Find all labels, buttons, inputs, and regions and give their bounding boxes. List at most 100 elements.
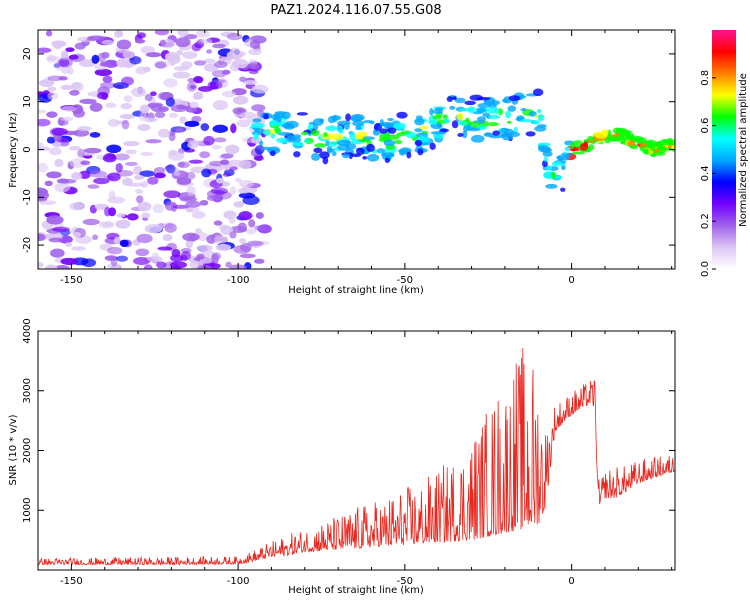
heat-cell-373 <box>110 257 118 267</box>
heat-cell-932 <box>337 143 350 151</box>
heat-cell-421 <box>147 176 159 185</box>
heat-cell-292 <box>144 93 153 102</box>
heat-cell-420 <box>239 111 256 119</box>
heat-cell-436 <box>248 48 262 56</box>
heat-cell-899 <box>503 128 515 136</box>
heat-cell-326 <box>232 95 249 105</box>
heat-cell-290 <box>89 102 103 112</box>
heat-cell-127 <box>197 232 209 242</box>
heat-cell-727 <box>545 183 558 189</box>
heat-cell-926 <box>612 127 621 134</box>
heat-cell-81 <box>246 228 257 235</box>
heat-cell-13 <box>179 196 198 202</box>
heat-cell-409 <box>168 151 185 161</box>
heat-cell-589 <box>439 128 449 133</box>
heat-cell-372 <box>237 187 250 194</box>
heat-cell-311 <box>106 144 122 154</box>
heat-cell-260 <box>164 201 176 211</box>
heat-cell-912 <box>561 153 570 161</box>
heat-cell-435 <box>185 171 196 180</box>
spec-ytick-label-0: -20 <box>22 237 33 253</box>
heat-cell-446 <box>140 151 154 156</box>
heat-cell-34 <box>163 190 181 199</box>
heat-cell-742 <box>536 108 542 114</box>
heat-cell-868 <box>508 95 521 102</box>
heat-cell-924 <box>392 124 404 129</box>
heat-cell-325 <box>107 119 120 127</box>
heat-cell-906 <box>362 155 368 160</box>
heat-cell-898 <box>467 106 476 114</box>
heat-cell-396 <box>79 98 97 104</box>
heat-cell-817 <box>489 100 501 106</box>
heat-cell-392 <box>129 56 142 65</box>
heat-cell-938 <box>626 132 635 139</box>
heat-cell-461 <box>187 141 199 149</box>
heat-cell-866 <box>470 121 480 128</box>
heat-cell-681 <box>452 96 457 101</box>
snr-xtick-label-1: -100 <box>227 576 250 587</box>
colorbar-tick-label-2: 0.4 <box>700 165 711 181</box>
heat-cell-480 <box>71 171 83 181</box>
heat-cell-661 <box>331 151 337 157</box>
heat-cell-139 <box>228 217 236 224</box>
heat-cell-829 <box>629 145 638 150</box>
heat-cell-453 <box>182 232 200 242</box>
heat-cell-496 <box>201 168 212 178</box>
heat-cell-219 <box>101 39 115 45</box>
heat-cell-510 <box>139 111 147 122</box>
heat-cell-804 <box>536 124 547 128</box>
heat-cell-905 <box>550 171 557 179</box>
heat-cell-125 <box>163 78 178 88</box>
heat-cell-511 <box>230 186 237 195</box>
heat-cell-377 <box>194 228 203 234</box>
heat-cell-930 <box>571 151 585 155</box>
heat-cell-902 <box>318 151 330 159</box>
heat-cell-440 <box>239 243 252 252</box>
snr-xtick-label-0: -150 <box>60 576 83 587</box>
heat-cell-253 <box>80 160 91 166</box>
heat-cell-11 <box>126 213 139 221</box>
heat-cell-437 <box>123 141 140 147</box>
heat-cell-468 <box>122 50 136 59</box>
heat-cell-481 <box>51 127 69 136</box>
heat-cell-457 <box>246 240 264 247</box>
heat-cell-386 <box>47 75 64 82</box>
heat-cell-503 <box>38 47 52 53</box>
heat-cell-910 <box>254 128 265 133</box>
heat-cell-458 <box>144 224 163 234</box>
heat-cell-35 <box>233 201 245 208</box>
heat-cell-477 <box>47 92 59 100</box>
heat-cell-354 <box>45 264 58 269</box>
heat-cell-62 <box>140 46 155 55</box>
heat-cell-173 <box>185 207 193 213</box>
heat-cell-921 <box>311 153 321 161</box>
heat-cell-255 <box>69 89 80 96</box>
heat-cell-91 <box>79 59 96 68</box>
heat-cell-411 <box>213 235 229 244</box>
heat-cell-220 <box>136 195 144 204</box>
heat-cell-928 <box>465 117 470 123</box>
heat-cell-464 <box>180 254 188 262</box>
heat-cell-70 <box>203 58 216 64</box>
heat-cell-888 <box>446 96 453 103</box>
heat-cell-358 <box>229 166 238 171</box>
heat-cell-382 <box>206 234 217 244</box>
heat-cell-507 <box>38 109 47 114</box>
heat-cell-927 <box>537 114 545 122</box>
heat-cell-721 <box>457 133 464 138</box>
heat-cell-352 <box>46 136 56 144</box>
heat-cell-818 <box>432 109 444 115</box>
heat-cell-835 <box>310 129 320 137</box>
heat-cell-918 <box>507 105 517 112</box>
heat-cell-493 <box>215 243 232 252</box>
heat-cell-544 <box>505 110 511 119</box>
heat-cell-479 <box>119 239 129 248</box>
heat-cell-900 <box>342 153 351 159</box>
heat-cell-570 <box>442 114 448 120</box>
heat-cell-327 <box>38 233 46 242</box>
heat-cell-383 <box>184 120 200 127</box>
heat-cell-451 <box>167 54 181 65</box>
